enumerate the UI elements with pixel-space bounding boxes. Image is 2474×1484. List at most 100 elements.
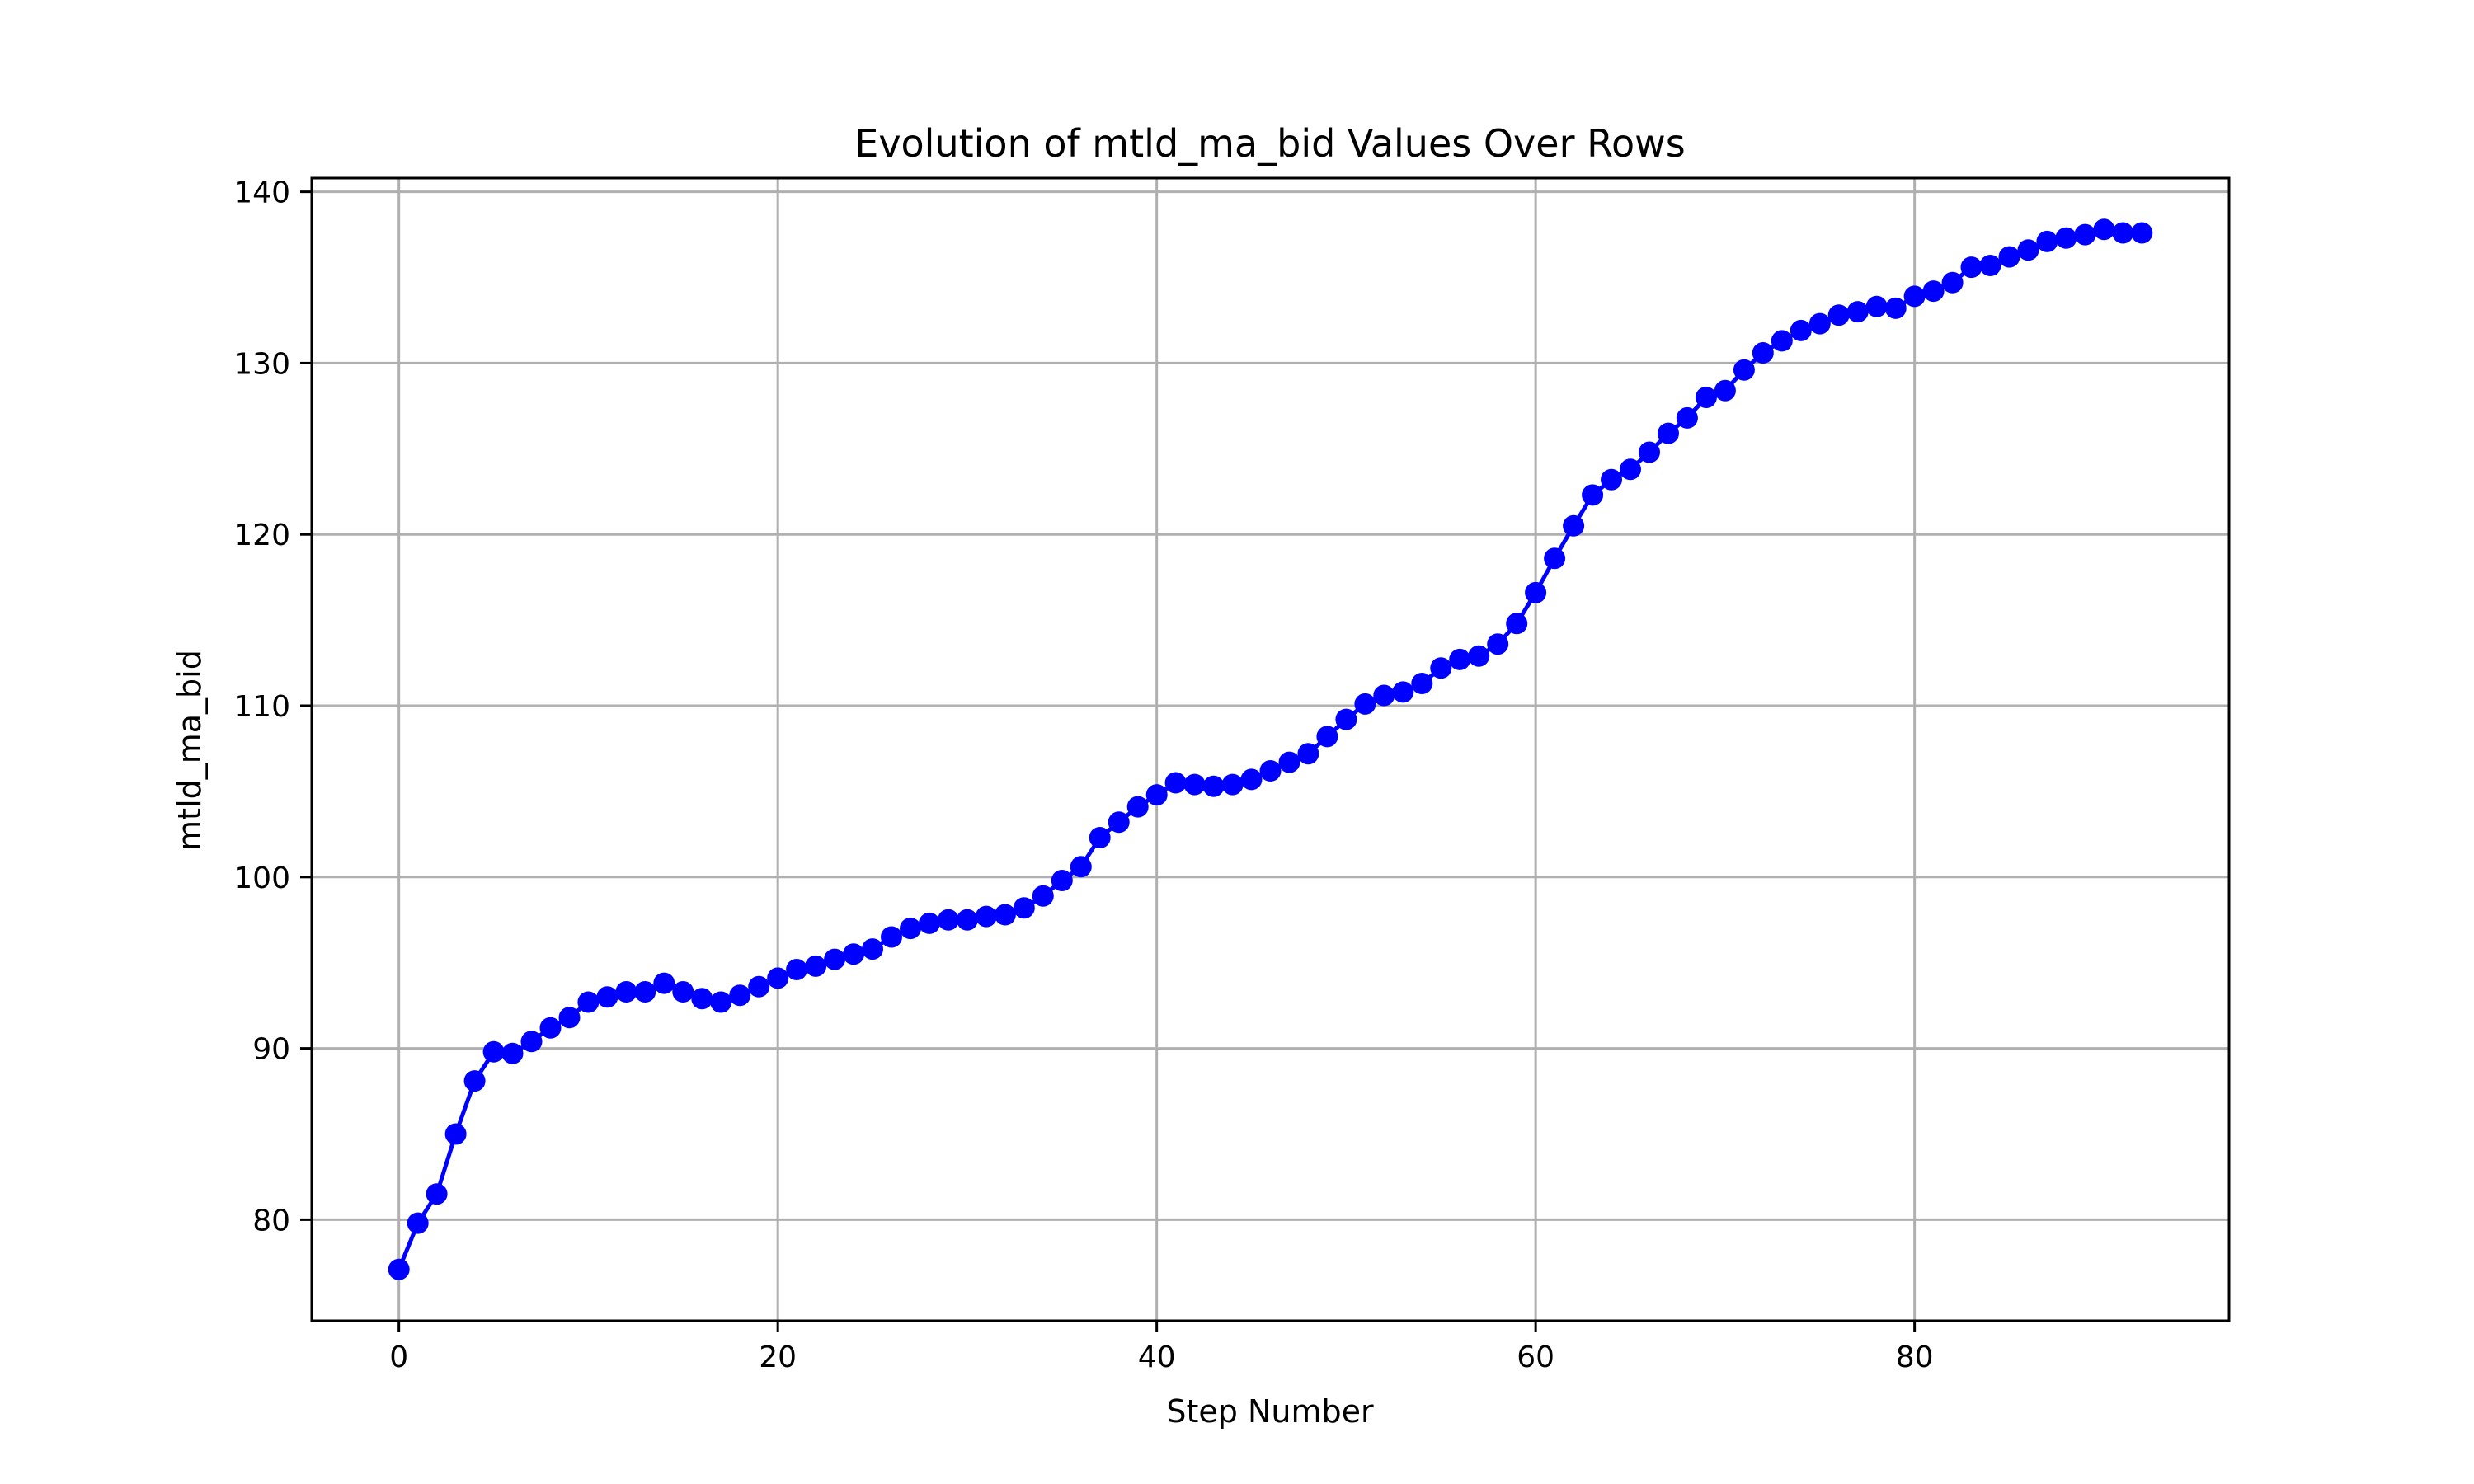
data-point — [1620, 458, 1641, 481]
data-point — [1373, 684, 1395, 707]
data-point — [1411, 673, 1433, 694]
data-point — [1164, 772, 1187, 794]
data-point — [748, 975, 770, 998]
y-tick-label: 140 — [233, 176, 290, 210]
data-point — [463, 1070, 486, 1092]
data-point — [1525, 581, 1547, 603]
data-point — [1695, 387, 1717, 408]
y-tick-label: 110 — [233, 690, 290, 724]
data-point — [558, 1007, 581, 1029]
data-point — [1202, 775, 1225, 797]
data-point — [729, 984, 751, 1007]
data-point — [691, 988, 713, 1010]
data-point — [805, 955, 827, 977]
data-point — [1676, 406, 1698, 429]
data-point — [1430, 657, 1452, 679]
data-point — [710, 991, 732, 1013]
data-point — [672, 981, 694, 1003]
data-point — [1808, 312, 1831, 335]
data-point — [1032, 885, 1054, 907]
data-point — [2036, 230, 2058, 252]
data-point — [2017, 239, 2039, 261]
data-point — [520, 1031, 543, 1053]
data-point — [1563, 514, 1585, 537]
data-series — [388, 218, 2153, 1280]
data-point — [1221, 773, 1244, 796]
data-point — [937, 909, 959, 931]
data-point — [843, 943, 865, 965]
x-tick-label: 40 — [1138, 1341, 1176, 1374]
y-axis-label: mtld_ma_bid — [172, 650, 208, 851]
data-point — [482, 1040, 505, 1063]
data-point — [1089, 827, 1111, 848]
data-point — [1070, 856, 1092, 878]
y-tick-label: 120 — [233, 519, 290, 552]
x-tick-label: 60 — [1517, 1341, 1554, 1374]
gridlines — [312, 178, 2229, 1321]
data-point — [1771, 330, 1793, 352]
data-point — [1960, 256, 1982, 279]
data-point — [1183, 773, 1206, 796]
data-point — [1733, 359, 1755, 381]
data-point — [900, 918, 921, 940]
data-point — [956, 909, 978, 931]
data-point — [1354, 693, 1376, 715]
data-point — [1998, 246, 2020, 268]
data-point — [1922, 280, 1945, 303]
data-point — [407, 1212, 429, 1234]
data-point — [2093, 218, 2115, 241]
plot-frame — [310, 176, 2231, 1322]
data-point — [2055, 227, 2077, 249]
chart-title: Evolution of mtld_ma_bid Values Over Row… — [854, 121, 1686, 166]
data-point — [1752, 342, 1774, 364]
y-tick-label: 80 — [252, 1204, 290, 1237]
data-point — [1468, 645, 1490, 667]
data-point — [1582, 484, 1604, 506]
data-point — [577, 991, 600, 1013]
y-tick-label: 90 — [252, 1033, 290, 1067]
data-point — [1714, 379, 1736, 402]
data-point — [388, 1258, 410, 1280]
axis-ticks: 0 20 40 60 80 80 90 100 110 120 130 140 — [233, 176, 1933, 1374]
data-point — [1126, 796, 1149, 818]
data-point — [1297, 743, 1319, 765]
data-point — [634, 981, 656, 1003]
data-point — [767, 967, 789, 989]
data-point — [824, 948, 846, 970]
data-point — [2074, 223, 2096, 246]
data-point — [1335, 708, 1357, 730]
data-point — [1278, 751, 1300, 773]
data-point — [1392, 681, 1414, 703]
y-tick-label: 100 — [233, 862, 290, 895]
data-point — [975, 905, 997, 928]
data-point — [1979, 255, 2001, 276]
data-point — [1108, 811, 1130, 834]
data-point — [1240, 768, 1263, 791]
data-point — [444, 1123, 467, 1145]
data-point — [1903, 285, 1926, 308]
data-point — [1790, 319, 1812, 341]
data-point — [994, 904, 1016, 926]
data-point — [596, 986, 618, 1008]
data-point — [1846, 301, 1869, 323]
data-point — [862, 938, 883, 960]
data-point — [653, 972, 675, 994]
data-point — [919, 912, 940, 934]
data-point — [426, 1183, 448, 1205]
data-point — [1639, 441, 1660, 463]
x-tick-label: 0 — [389, 1341, 408, 1374]
data-point — [1865, 295, 1888, 317]
data-point — [786, 959, 808, 980]
data-point — [1506, 613, 1528, 635]
data-point — [1941, 271, 1964, 294]
data-point — [1259, 760, 1282, 782]
data-point — [1601, 468, 1622, 491]
data-point — [1051, 870, 1073, 891]
y-tick-label: 130 — [233, 347, 290, 381]
x-tick-label: 80 — [1896, 1341, 1934, 1374]
data-point — [2131, 222, 2153, 244]
data-point — [881, 926, 902, 948]
x-axis-label: Step Number — [1166, 1393, 1374, 1430]
data-point — [1449, 648, 1471, 670]
